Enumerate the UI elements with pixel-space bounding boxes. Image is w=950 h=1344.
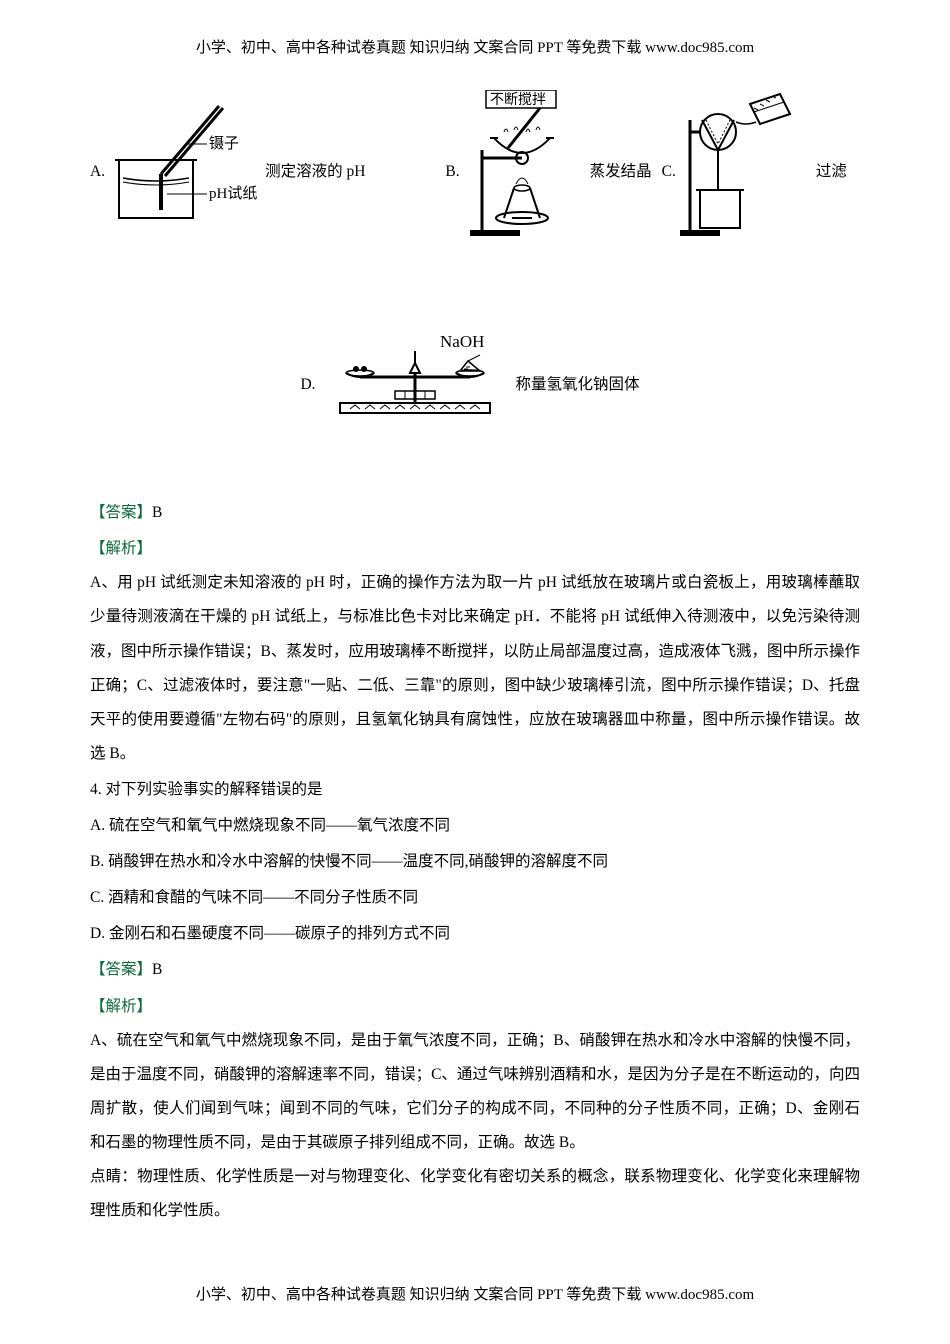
option-c: C. 过滤 (662, 90, 847, 253)
q4-choice-d: D. 金刚石和石墨硬度不同——碳原子的排列方式不同 (90, 917, 860, 951)
diagram-balance: NaOH (320, 333, 510, 436)
content: A. 镊子 pH试纸 测定溶液的 pH B (90, 90, 860, 1228)
q4-choice-a: A. 硫在空气和氧气中燃烧现象不同——氧气浓度不同 (90, 809, 860, 843)
q4-choice-c: C. 酒精和食醋的气味不同——不同分子性质不同 (90, 881, 860, 915)
option-b: B. 不断搅拌 (445, 90, 651, 253)
answer-1: 【答案】B (90, 496, 860, 530)
analysis-1-label: 【解析】 (90, 540, 152, 557)
phpaper-label: pH试纸 (209, 185, 257, 202)
options-row-2: D. NaOH (90, 333, 860, 436)
tweezers-label: 镊子 (209, 135, 239, 152)
analysis-2-text1: A、硫在空气和氧气中燃烧现象不同，是由于氧气浓度不同，正确；B、硝酸钾在热水和冷… (90, 1024, 860, 1160)
analysis-1-label-row: 【解析】 (90, 532, 860, 566)
q4-stem: 4. 对下列实验事实的解释错误的是 (90, 773, 860, 807)
q4-choice-b: B. 硝酸钾在热水和冷水中溶解的快慢不同——温度不同,硝酸钾的溶解度不同 (90, 845, 860, 879)
option-d: D. NaOH (300, 333, 639, 436)
option-a-prefix: A. (90, 155, 105, 189)
option-b-suffix: 蒸发结晶 (590, 155, 652, 189)
answer-2: 【答案】B (90, 953, 860, 987)
diagram-ph: 镊子 pH试纸 (109, 100, 259, 243)
option-d-prefix: D. (300, 368, 315, 402)
page-header: 小学、初中、高中各种试卷真题 知识归纳 文案合同 PPT 等免费下载 www.d… (0, 36, 950, 57)
answer-1-value: B (152, 504, 162, 521)
stir-label: 不断搅拌 (490, 92, 546, 108)
answer-2-label: 【答案】 (90, 961, 152, 978)
option-b-prefix: B. (445, 155, 459, 189)
naoh-label: NaOH (440, 333, 484, 351)
answer-2-value: B (152, 961, 162, 978)
answer-1-label: 【答案】 (90, 504, 152, 521)
option-c-prefix: C. (662, 155, 676, 189)
options-row-1: A. 镊子 pH试纸 测定溶液的 pH B (90, 90, 860, 253)
analysis-2-label-row: 【解析】 (90, 990, 860, 1024)
option-a-suffix: 测定溶液的 pH (265, 155, 365, 189)
option-a: A. 镊子 pH试纸 测定溶液的 pH (90, 100, 365, 243)
analysis-2-text2: 点睛：物理性质、化学性质是一对与物理变化、化学变化有密切关系的概念，联系物理变化… (90, 1160, 860, 1228)
analysis-2-label: 【解析】 (90, 998, 152, 1015)
option-d-suffix: 称量氢氧化钠固体 (516, 368, 640, 402)
page-footer: 小学、初中、高中各种试卷真题 知识归纳 文案合同 PPT 等免费下载 www.d… (0, 1283, 950, 1304)
diagram-evaporate: 不断搅拌 (464, 90, 584, 253)
diagram-filter (680, 90, 810, 253)
analysis-1-text: A、用 pH 试纸测定未知溶液的 pH 时，正确的操作方法为取一片 pH 试纸放… (90, 566, 860, 771)
option-c-suffix: 过滤 (816, 155, 847, 189)
